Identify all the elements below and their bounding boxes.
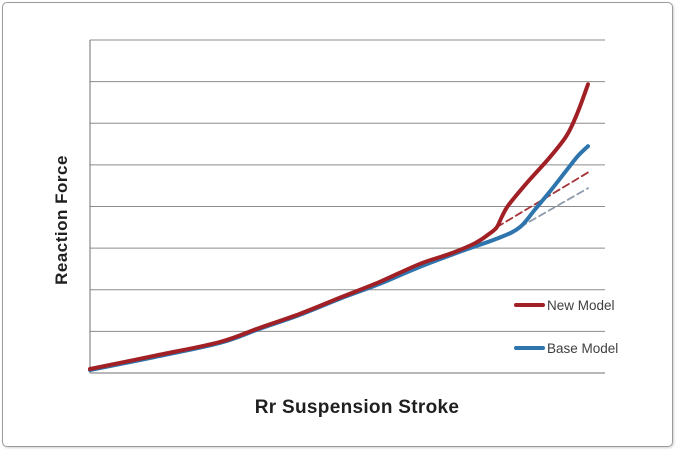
series-line-base-model: [88, 144, 590, 372]
series-line-base-model-extrapolation: [519, 187, 589, 228]
legend-item-new-model: New Model: [514, 297, 615, 313]
legend-item-base-model: Base Model: [514, 340, 618, 356]
legend-label-base-model: Base Model: [547, 340, 619, 356]
legend-label-new-model: New Model: [547, 297, 615, 313]
series-line-new-model: [88, 82, 590, 371]
x-axis-title: Rr Suspension Stroke: [254, 397, 460, 418]
y-axis-title: Reaction Force: [52, 155, 71, 285]
legend-swatch-base-model: [514, 346, 545, 350]
legend-swatch-new-model: [514, 303, 545, 307]
